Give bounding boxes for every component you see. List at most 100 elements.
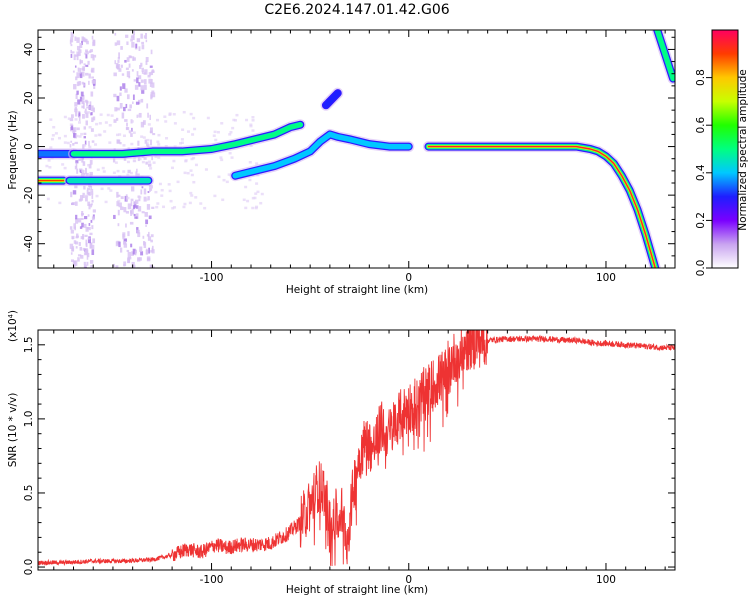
noise-speck — [251, 206, 255, 210]
noise-speck — [110, 114, 114, 117]
noise-speck — [113, 214, 116, 219]
noise-speck — [116, 240, 120, 245]
noise-speck — [108, 124, 112, 127]
noise-speck — [163, 115, 167, 118]
noise-speck — [135, 43, 138, 49]
noise-speck — [85, 49, 88, 52]
noise-speck — [131, 186, 135, 192]
noise-speck — [89, 171, 93, 176]
noise-speck — [88, 140, 90, 147]
noise-speck — [151, 69, 155, 73]
noise-speck — [122, 134, 126, 138]
noise-speck — [61, 163, 65, 166]
noise-speck — [120, 46, 123, 50]
noise-speck — [88, 226, 91, 231]
noise-speck — [150, 49, 153, 55]
colorbar-tick-label: 0.8 — [695, 69, 707, 86]
noise-speck — [70, 191, 73, 198]
noise-speck — [87, 214, 90, 217]
noise-speck — [78, 135, 82, 138]
noise-speck — [81, 40, 84, 45]
noise-speck — [81, 222, 84, 228]
noise-speck — [140, 85, 144, 91]
noise-speck — [142, 241, 146, 246]
noise-speck — [81, 157, 84, 163]
noise-speck — [79, 72, 83, 79]
noise-speck — [71, 114, 74, 119]
noise-speck — [182, 110, 186, 114]
noise-speck — [127, 258, 130, 264]
spectral-track-3 — [72, 124, 301, 155]
y-tick-label: 20 — [23, 91, 35, 104]
x-tick-label: 0 — [405, 574, 412, 586]
noise-speck — [138, 75, 142, 80]
y-tick-label: 1.0 — [23, 411, 35, 428]
noise-speck — [136, 71, 139, 77]
noise-speck — [118, 202, 122, 208]
noise-speck — [90, 112, 93, 116]
noise-speck — [76, 72, 80, 79]
y-tick-label: 0 — [23, 143, 35, 150]
spectral-track-6 — [656, 30, 674, 80]
noise-speck — [63, 134, 67, 138]
noise-speck — [91, 249, 95, 256]
noise-speck — [54, 132, 58, 135]
noise-speck — [79, 246, 83, 251]
y-tick-label: 0.0 — [23, 559, 35, 576]
noise-speck — [118, 52, 121, 58]
noise-speck — [125, 211, 129, 214]
noise-speck — [90, 185, 93, 191]
noise-speck — [204, 168, 208, 171]
noise-speck — [230, 156, 234, 159]
noise-speck — [75, 162, 78, 169]
noise-speck — [116, 95, 120, 102]
noise-speck — [85, 112, 89, 118]
noise-speck — [78, 81, 82, 86]
noise-speck — [130, 120, 134, 123]
snr-y-axis-label: SNR (10 * v/v) — [7, 393, 19, 468]
noise-speck — [76, 127, 80, 131]
noise-speck — [81, 98, 84, 104]
noise-speck — [150, 239, 153, 243]
colorbar-tick-label: 0.2 — [695, 212, 707, 229]
noise-speck — [108, 141, 112, 144]
noise-speck — [220, 122, 224, 125]
noise-speck — [190, 173, 194, 177]
noise-speck — [143, 157, 147, 160]
noise-speck — [134, 199, 139, 204]
noise-speck — [251, 119, 255, 122]
noise-speck — [83, 126, 87, 130]
noise-speck — [130, 35, 135, 39]
noise-speck — [132, 101, 134, 105]
noise-speck — [135, 101, 140, 105]
noise-speck — [85, 172, 89, 176]
noise-speck — [133, 202, 137, 208]
noise-speck — [151, 249, 155, 254]
noise-speck — [138, 46, 141, 51]
noise-speck — [63, 166, 67, 170]
noise-speck — [141, 44, 145, 50]
noise-speck — [126, 57, 130, 62]
noise-speck — [151, 266, 155, 268]
noise-speck — [131, 251, 134, 256]
noise-speck — [194, 196, 198, 199]
noise-speck — [145, 249, 149, 255]
noise-speck — [145, 39, 148, 43]
noise-speck — [104, 121, 108, 124]
colorbar-tick-label: 0.0 — [695, 260, 707, 277]
noise-speck — [132, 131, 136, 134]
noise-speck — [255, 162, 259, 165]
noise-speck — [88, 145, 92, 149]
noise-speck — [139, 65, 142, 69]
noise-speck — [91, 216, 95, 221]
noise-speck — [118, 68, 122, 72]
colorbar-label: Normalized spectral amplitude — [737, 69, 749, 230]
noise-speck — [103, 130, 107, 133]
noise-speck — [123, 241, 127, 245]
noise-speck — [70, 37, 74, 43]
noise-speck — [70, 229, 74, 234]
noise-speck — [168, 189, 172, 193]
noise-speck — [127, 231, 130, 237]
noise-speck — [76, 51, 80, 57]
noise-speck — [115, 265, 119, 268]
